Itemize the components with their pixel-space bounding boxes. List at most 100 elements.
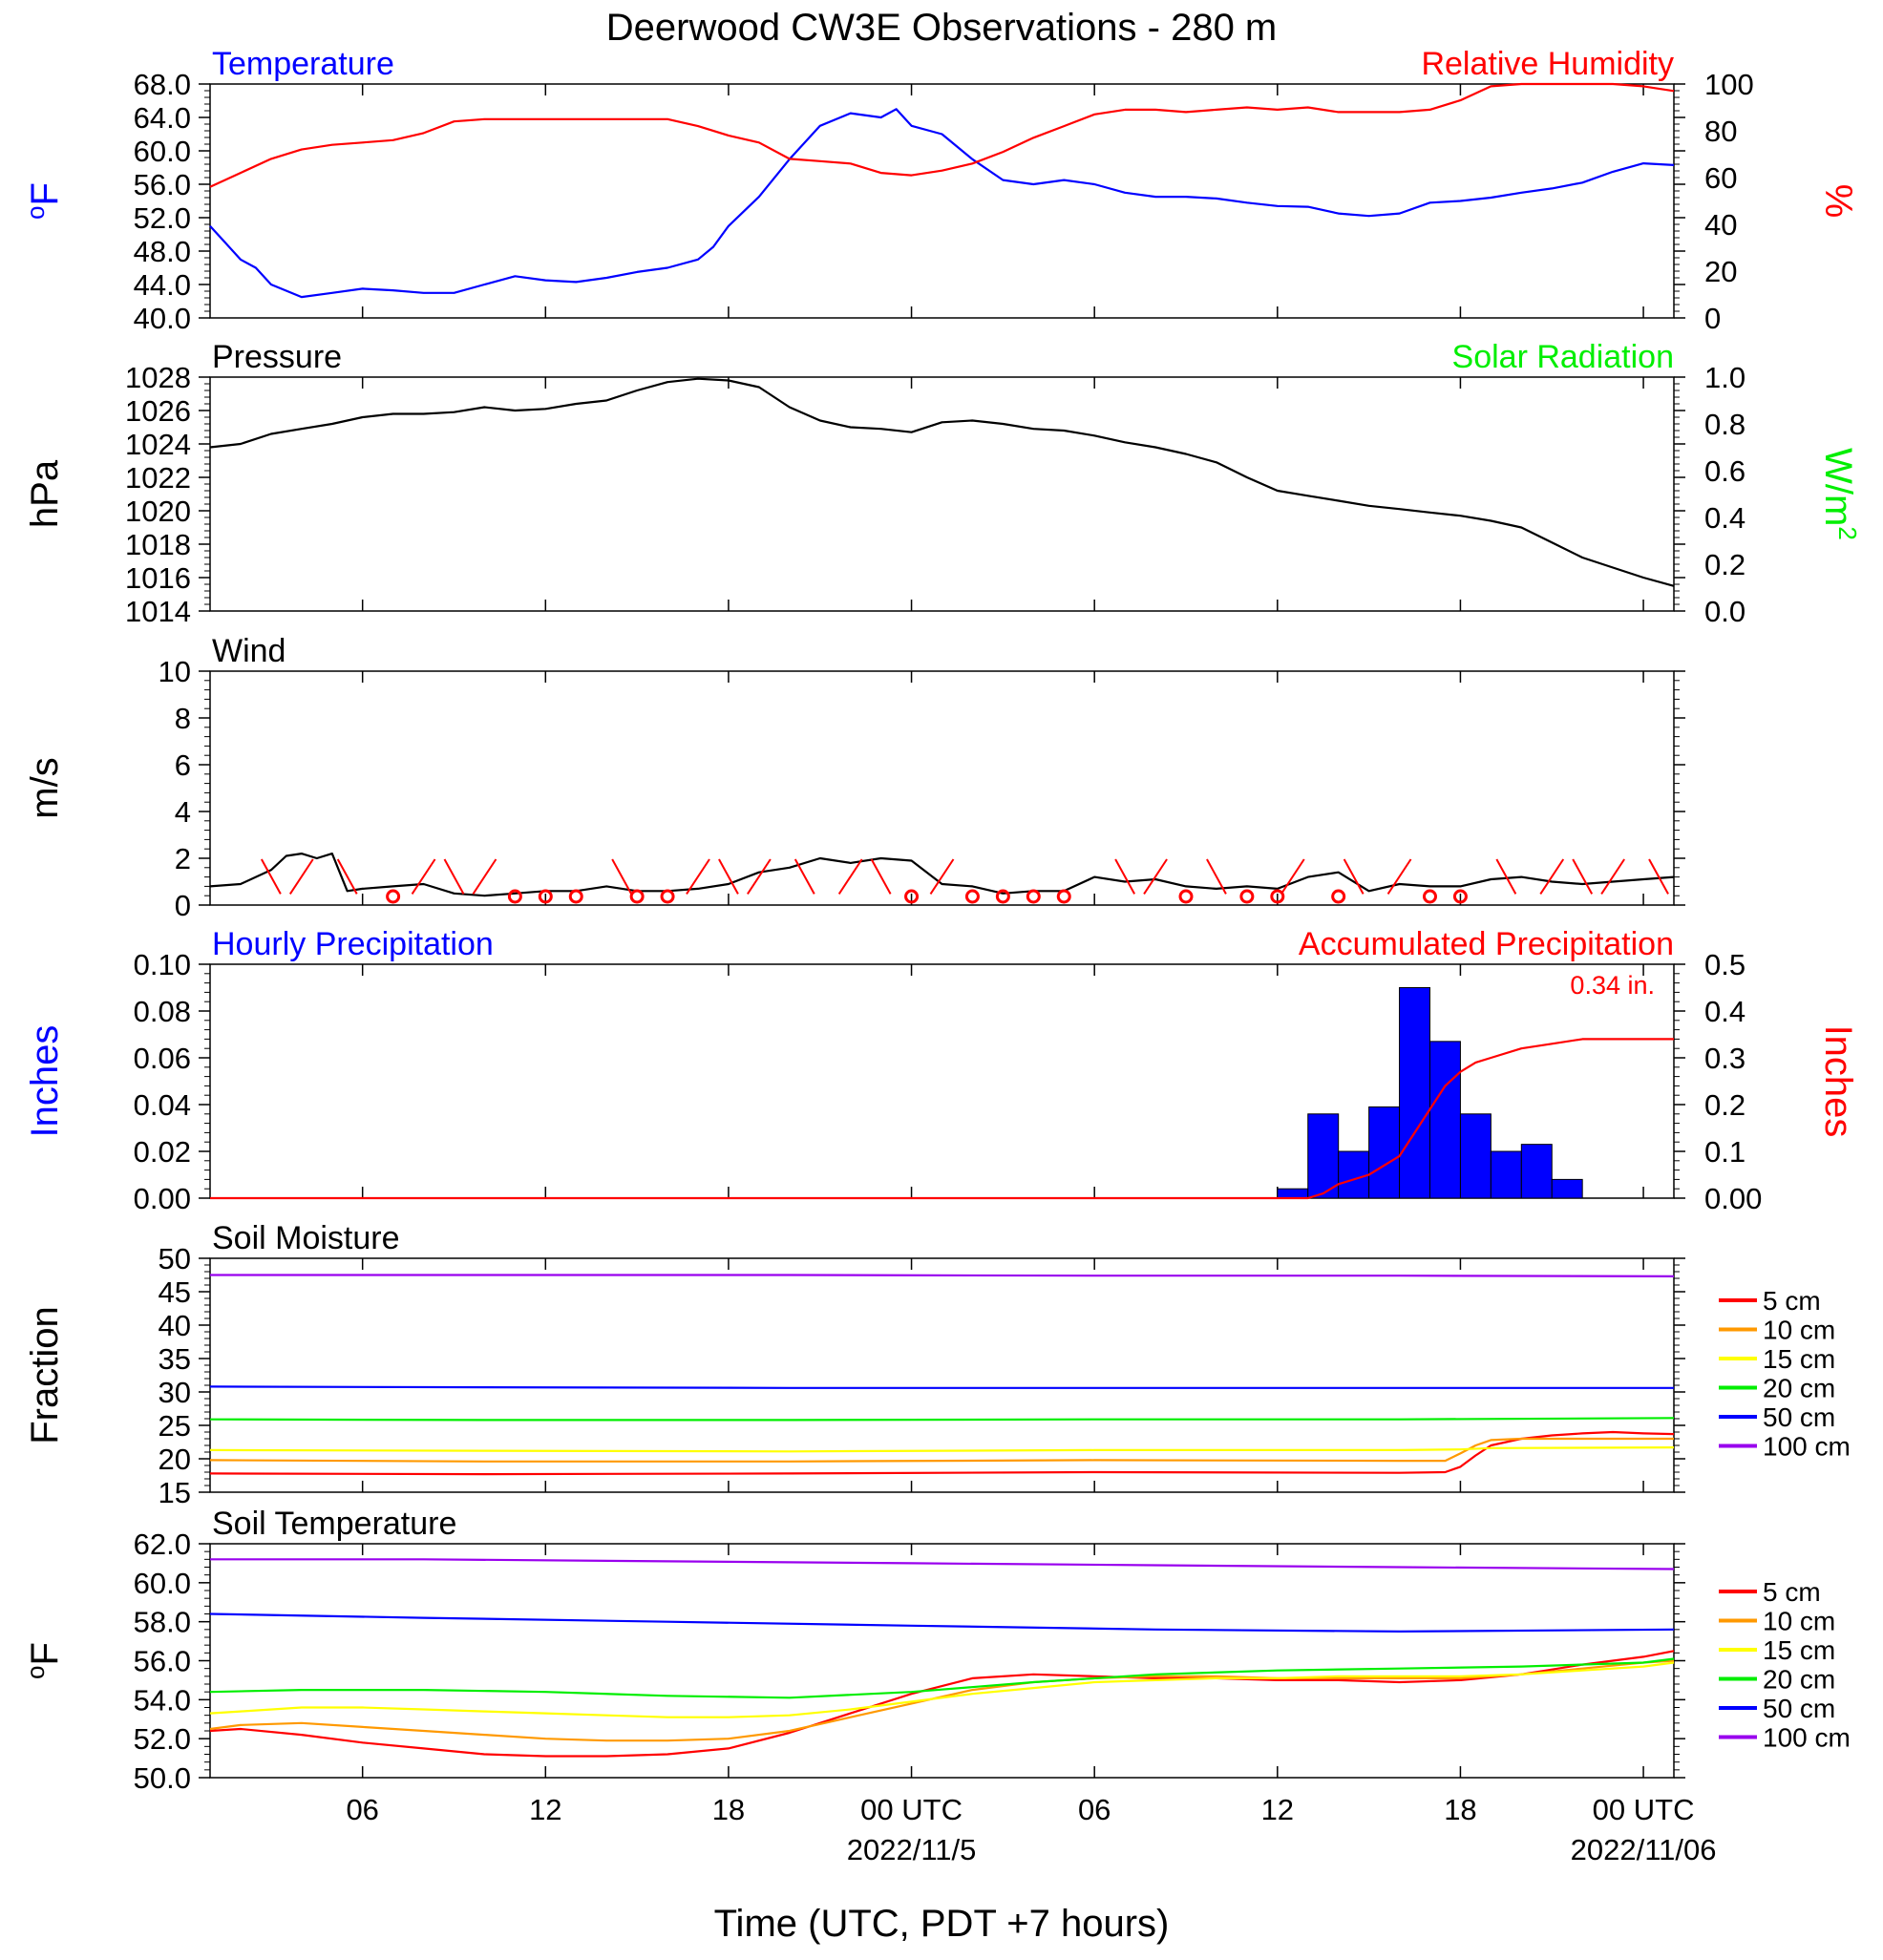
y-tick-label: 52.0 xyxy=(134,201,191,235)
y-right-tick-label: 100 xyxy=(1704,68,1754,101)
calm-wind-marker xyxy=(660,889,675,904)
calm-wind-marker xyxy=(1056,889,1071,904)
series-line-15-cm xyxy=(209,1661,1675,1718)
wind-direction-stick xyxy=(1495,858,1517,895)
y-tick-label: 50 xyxy=(159,1242,191,1275)
series-line-20-cm xyxy=(209,1657,1675,1699)
calm-wind-marker xyxy=(1270,889,1285,904)
series-line-10-cm xyxy=(209,1437,1674,1463)
x-axis-label: Time (UTC, PDT +7 hours) xyxy=(714,1903,1170,1945)
y-right-tick-label: 0.8 xyxy=(1704,408,1745,441)
precip-bar xyxy=(1338,1150,1370,1199)
y-axis-label-left: oF xyxy=(21,182,66,220)
precip-bar xyxy=(1429,1041,1461,1199)
panel-right-title: Solar Radiation xyxy=(1452,339,1674,375)
panel-6: 50.0 52.0 54.0 56.0 58.0 60.0 62.0 Soil Tempera… xyxy=(21,1506,1685,1795)
y-tick-label: 64.0 xyxy=(134,101,191,135)
series-line-20-cm xyxy=(209,1417,1675,1422)
calm-wind-marker xyxy=(1452,889,1468,904)
wind-direction-stick xyxy=(1143,858,1168,895)
x-tick-label: 18 xyxy=(712,1793,745,1826)
calm-wind-marker xyxy=(1026,889,1041,904)
legend-label: 50 cm xyxy=(1763,1694,1835,1723)
wind-direction-stick xyxy=(837,858,863,895)
precip-bar xyxy=(1399,987,1430,1199)
calm-wind-marker xyxy=(538,889,553,904)
series-line-50-cm xyxy=(209,1385,1674,1389)
precip-bar xyxy=(1277,1188,1309,1199)
calm-wind-marker xyxy=(629,889,645,904)
y-tick-label: 60.0 xyxy=(134,1567,191,1600)
y-tick-label: 0.06 xyxy=(134,1042,191,1075)
precip-bar xyxy=(1520,1144,1553,1199)
legend-label: 10 cm xyxy=(1763,1316,1835,1345)
wind-direction-stick xyxy=(611,858,633,895)
wind-direction-stick xyxy=(443,858,465,895)
y-tick-label: 1028 xyxy=(125,361,191,394)
panels: 40.044.048.052.056.060.064.068.002040608… xyxy=(21,46,1862,1866)
y-tick-label: 0.02 xyxy=(134,1135,191,1169)
y-right-tick-label: 0.3 xyxy=(1704,1042,1745,1075)
panel-left-title: Soil Temperature xyxy=(212,1506,456,1542)
y-tick-label: 52.0 xyxy=(134,1722,191,1756)
series-line-5-cm xyxy=(209,1430,1675,1476)
legend-label: 5 cm xyxy=(1763,1577,1821,1607)
calm-wind-marker xyxy=(1331,889,1346,904)
y-right-tick-label: 0.1 xyxy=(1704,1135,1745,1169)
wind-direction-stick xyxy=(472,858,497,895)
y-tick-label: 30 xyxy=(159,1376,191,1409)
y-tick-label: 1014 xyxy=(125,595,191,628)
y-tick-label: 15 xyxy=(159,1476,191,1509)
y-right-tick-label: 0 xyxy=(1704,302,1721,335)
precip-bar xyxy=(1459,1113,1492,1199)
y-tick-label: 35 xyxy=(159,1342,191,1376)
precip-bar xyxy=(1490,1150,1522,1199)
calm-wind-marker xyxy=(1239,889,1255,904)
precip-bar xyxy=(1368,1106,1401,1199)
panel-left-title: Hourly Precipitation xyxy=(212,926,494,962)
y-tick-label: 20 xyxy=(159,1443,191,1476)
legend-label: 15 cm xyxy=(1763,1635,1835,1665)
y-tick-label: 0 xyxy=(175,889,191,922)
y-tick-label: 1022 xyxy=(125,461,191,495)
y-tick-label: 56.0 xyxy=(134,168,191,201)
panel-4: 0.00 0.02 0.04 0.06 0.08 0.10 0.00 0.1 0.2 0.3 0.4… xyxy=(24,926,1859,1215)
series-line-wind xyxy=(209,852,1675,897)
y-right-tick-label: 40 xyxy=(1704,208,1737,242)
legend-label: 100 cm xyxy=(1763,1723,1851,1753)
y-tick-label: 1020 xyxy=(125,495,191,528)
y-tick-label: 50.0 xyxy=(134,1761,191,1795)
wind-direction-stick xyxy=(1539,858,1565,895)
y-tick-label: 60.0 xyxy=(134,135,191,168)
y-tick-label: 2 xyxy=(175,842,191,875)
series-line-accumulated-precipitation xyxy=(210,1038,1674,1200)
panel-right-title: Accumulated Precipitation xyxy=(1299,926,1674,962)
y-tick-label: 0.10 xyxy=(134,948,191,981)
plot-frame xyxy=(209,1257,1675,1493)
panel-right-title: Relative Humidity xyxy=(1421,46,1674,82)
y-tick-label: 48.0 xyxy=(134,235,191,268)
y-tick-label: 62.0 xyxy=(134,1528,191,1561)
x-tick-label: 00 UTC xyxy=(1593,1793,1695,1826)
y-axis-label-right: % xyxy=(1817,184,1859,219)
series-line-100-cm xyxy=(210,1274,1675,1278)
wind-direction-stick xyxy=(288,858,314,895)
wind-direction-stick xyxy=(1343,858,1365,895)
wind-direction-stick xyxy=(870,858,892,895)
legend-label: 20 cm xyxy=(1763,1665,1835,1695)
x-tick-label: 06 xyxy=(346,1793,378,1826)
series-line-50-cm xyxy=(209,1612,1675,1633)
precip-bar xyxy=(1307,1113,1340,1199)
precip-total-annotation: 0.34 in. xyxy=(1570,971,1655,1000)
x-date-label: 2022/11/06 xyxy=(1571,1833,1717,1866)
y-right-tick-label: 0.4 xyxy=(1704,501,1745,535)
y-right-tick-label: 0.0 xyxy=(1704,595,1745,628)
y-right-tick-label: 60 xyxy=(1704,161,1737,195)
legend-label: 15 cm xyxy=(1763,1344,1835,1374)
panel-3: 0 2 4 6 8 10 Wind m/s xyxy=(24,633,1685,922)
x-tick-label: 06 xyxy=(1078,1793,1111,1826)
y-tick-label: 40 xyxy=(159,1309,191,1342)
legend-label: 100 cm xyxy=(1763,1432,1851,1462)
plot-frame xyxy=(209,1543,1675,1779)
